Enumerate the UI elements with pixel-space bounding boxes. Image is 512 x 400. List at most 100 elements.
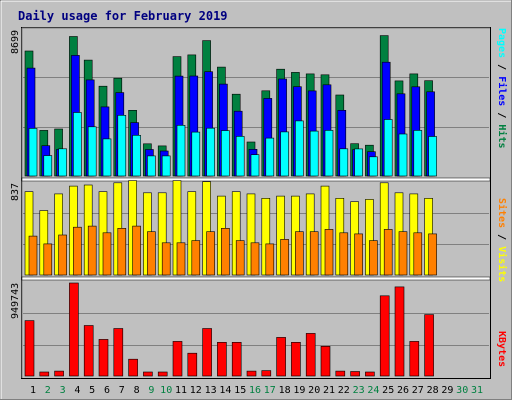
- x-tick-label: 27: [412, 385, 424, 396]
- bar-pages-day-1: [28, 128, 38, 177]
- bar-kbytes-day-12: [187, 352, 198, 377]
- bar-pages-day-21: [324, 130, 334, 177]
- x-tick-label: 11: [175, 385, 187, 396]
- panel1-ymax-label: 8699: [10, 30, 21, 54]
- bar-sites-day-27: [413, 232, 423, 276]
- bar-kbytes-day-1: [24, 320, 35, 377]
- bar-kbytes-day-19: [291, 341, 301, 377]
- x-tick-label: 13: [205, 385, 217, 396]
- x-tick-label: 9: [148, 385, 154, 396]
- bar-kbytes-day-13: [202, 328, 212, 377]
- bar-pages-day-4: [73, 112, 82, 177]
- bar-sites-day-10: [161, 242, 171, 276]
- x-tick-label: 26: [397, 385, 409, 396]
- bar-kbytes-day-15: [231, 341, 242, 377]
- panel2-ymax-label: 837: [10, 183, 21, 201]
- bar-kbytes-day-14: [217, 341, 227, 377]
- bar-sites-day-16: [250, 242, 260, 276]
- bar-pages-day-2: [43, 155, 53, 177]
- bar-sites-day-9: [147, 231, 156, 276]
- bar-kbytes-day-6: [98, 339, 109, 377]
- bar-pages-day-5: [87, 126, 97, 177]
- bar-sites-day-14: [221, 228, 230, 276]
- x-tick-label: 1: [30, 385, 36, 396]
- bar-sites-day-23: [354, 233, 363, 276]
- bar-kbytes-day-5: [83, 325, 94, 377]
- x-tick-label: 2: [45, 385, 51, 396]
- bar-pages-day-12: [191, 131, 201, 177]
- bar-kbytes-day-21: [320, 345, 331, 377]
- bar-sites-day-25: [383, 229, 393, 276]
- bar-sites-day-2: [43, 243, 53, 276]
- bar-kbytes-day-27: [409, 341, 420, 377]
- bar-pages-day-8: [132, 135, 141, 177]
- x-tick-label: 17: [264, 385, 276, 396]
- bar-pages-day-16: [250, 154, 260, 177]
- bar-kbytes-day-28: [424, 314, 434, 377]
- bar-kbytes-day-24: [365, 371, 375, 377]
- bar-kbytes-day-18: [276, 337, 286, 377]
- bar-pages-day-11: [176, 125, 186, 177]
- x-tick-label: 14: [219, 385, 231, 396]
- x-tick-label: 3: [60, 385, 66, 396]
- bar-sites-day-19: [295, 231, 304, 276]
- bar-kbytes-day-25: [379, 295, 390, 377]
- bar-kbytes-day-2: [39, 371, 50, 377]
- bar-pages-day-17: [265, 137, 275, 177]
- x-tick-label: 15: [234, 385, 246, 396]
- legend-sep: /: [496, 112, 507, 118]
- x-tick-label: 31: [471, 385, 483, 396]
- bar-kbytes-day-16: [246, 370, 257, 377]
- x-tick-label: 6: [104, 385, 110, 396]
- bar-kbytes-day-9: [143, 371, 153, 377]
- legend-sep: /: [496, 234, 507, 240]
- x-tick-label: 20: [308, 385, 320, 396]
- bar-pages-day-23: [354, 148, 363, 177]
- bar-pages-day-9: [147, 155, 156, 177]
- x-tick-label: 21: [323, 385, 335, 396]
- legend-visits: Visits: [496, 246, 508, 282]
- bar-sites-day-5: [87, 225, 97, 276]
- chart-title: Daily usage for February 2019: [18, 9, 228, 23]
- bar-kbytes-day-7: [113, 328, 124, 377]
- x-tick-label: 28: [427, 385, 439, 396]
- x-tick-label: 29: [441, 385, 453, 396]
- bar-sites-day-4: [73, 226, 82, 276]
- bar-sites-day-21: [324, 229, 334, 276]
- bar-sites-day-20: [309, 231, 319, 276]
- bar-pages-day-7: [117, 115, 127, 177]
- bar-pages-day-18: [280, 131, 289, 177]
- x-tick-label: 18: [279, 385, 291, 396]
- legend-hits: Hits: [496, 124, 508, 148]
- bar-pages-day-13: [206, 127, 215, 177]
- panel3-legend: KBytes: [496, 331, 507, 367]
- bar-sites-day-7: [117, 228, 127, 276]
- bar-pages-day-22: [339, 148, 349, 177]
- bar-pages-day-10: [161, 155, 171, 177]
- bar-pages-day-6: [102, 138, 112, 177]
- panel3-ymax-label: 949743: [10, 283, 21, 319]
- bar-sites-day-8: [132, 225, 141, 276]
- bar-sites-day-13: [206, 231, 215, 276]
- x-tick-label: 5: [89, 385, 95, 396]
- bar-kbytes-day-11: [172, 341, 183, 377]
- bar-sites-day-26: [398, 231, 408, 276]
- legend-sites: Sites: [496, 198, 508, 228]
- bar-kbytes-day-22: [335, 370, 346, 377]
- bar-pages-day-28: [428, 136, 437, 177]
- x-tick-label: 22: [338, 385, 350, 396]
- x-tick-label: 23: [353, 385, 365, 396]
- bar-sites-day-18: [280, 239, 289, 276]
- bar-sites-day-15: [235, 240, 245, 276]
- bar-sites-day-3: [58, 234, 67, 276]
- x-tick-label: 10: [160, 385, 172, 396]
- panel2-legend: Sites / Visits: [496, 198, 508, 282]
- bar-pages-day-20: [309, 130, 319, 177]
- x-tick-label: 12: [190, 385, 202, 396]
- x-tick-label: 24: [367, 385, 379, 396]
- bar-pages-day-27: [413, 130, 423, 177]
- x-tick-label: 7: [119, 385, 125, 396]
- bar-pages-day-24: [369, 156, 378, 177]
- bar-sites-day-6: [102, 232, 112, 276]
